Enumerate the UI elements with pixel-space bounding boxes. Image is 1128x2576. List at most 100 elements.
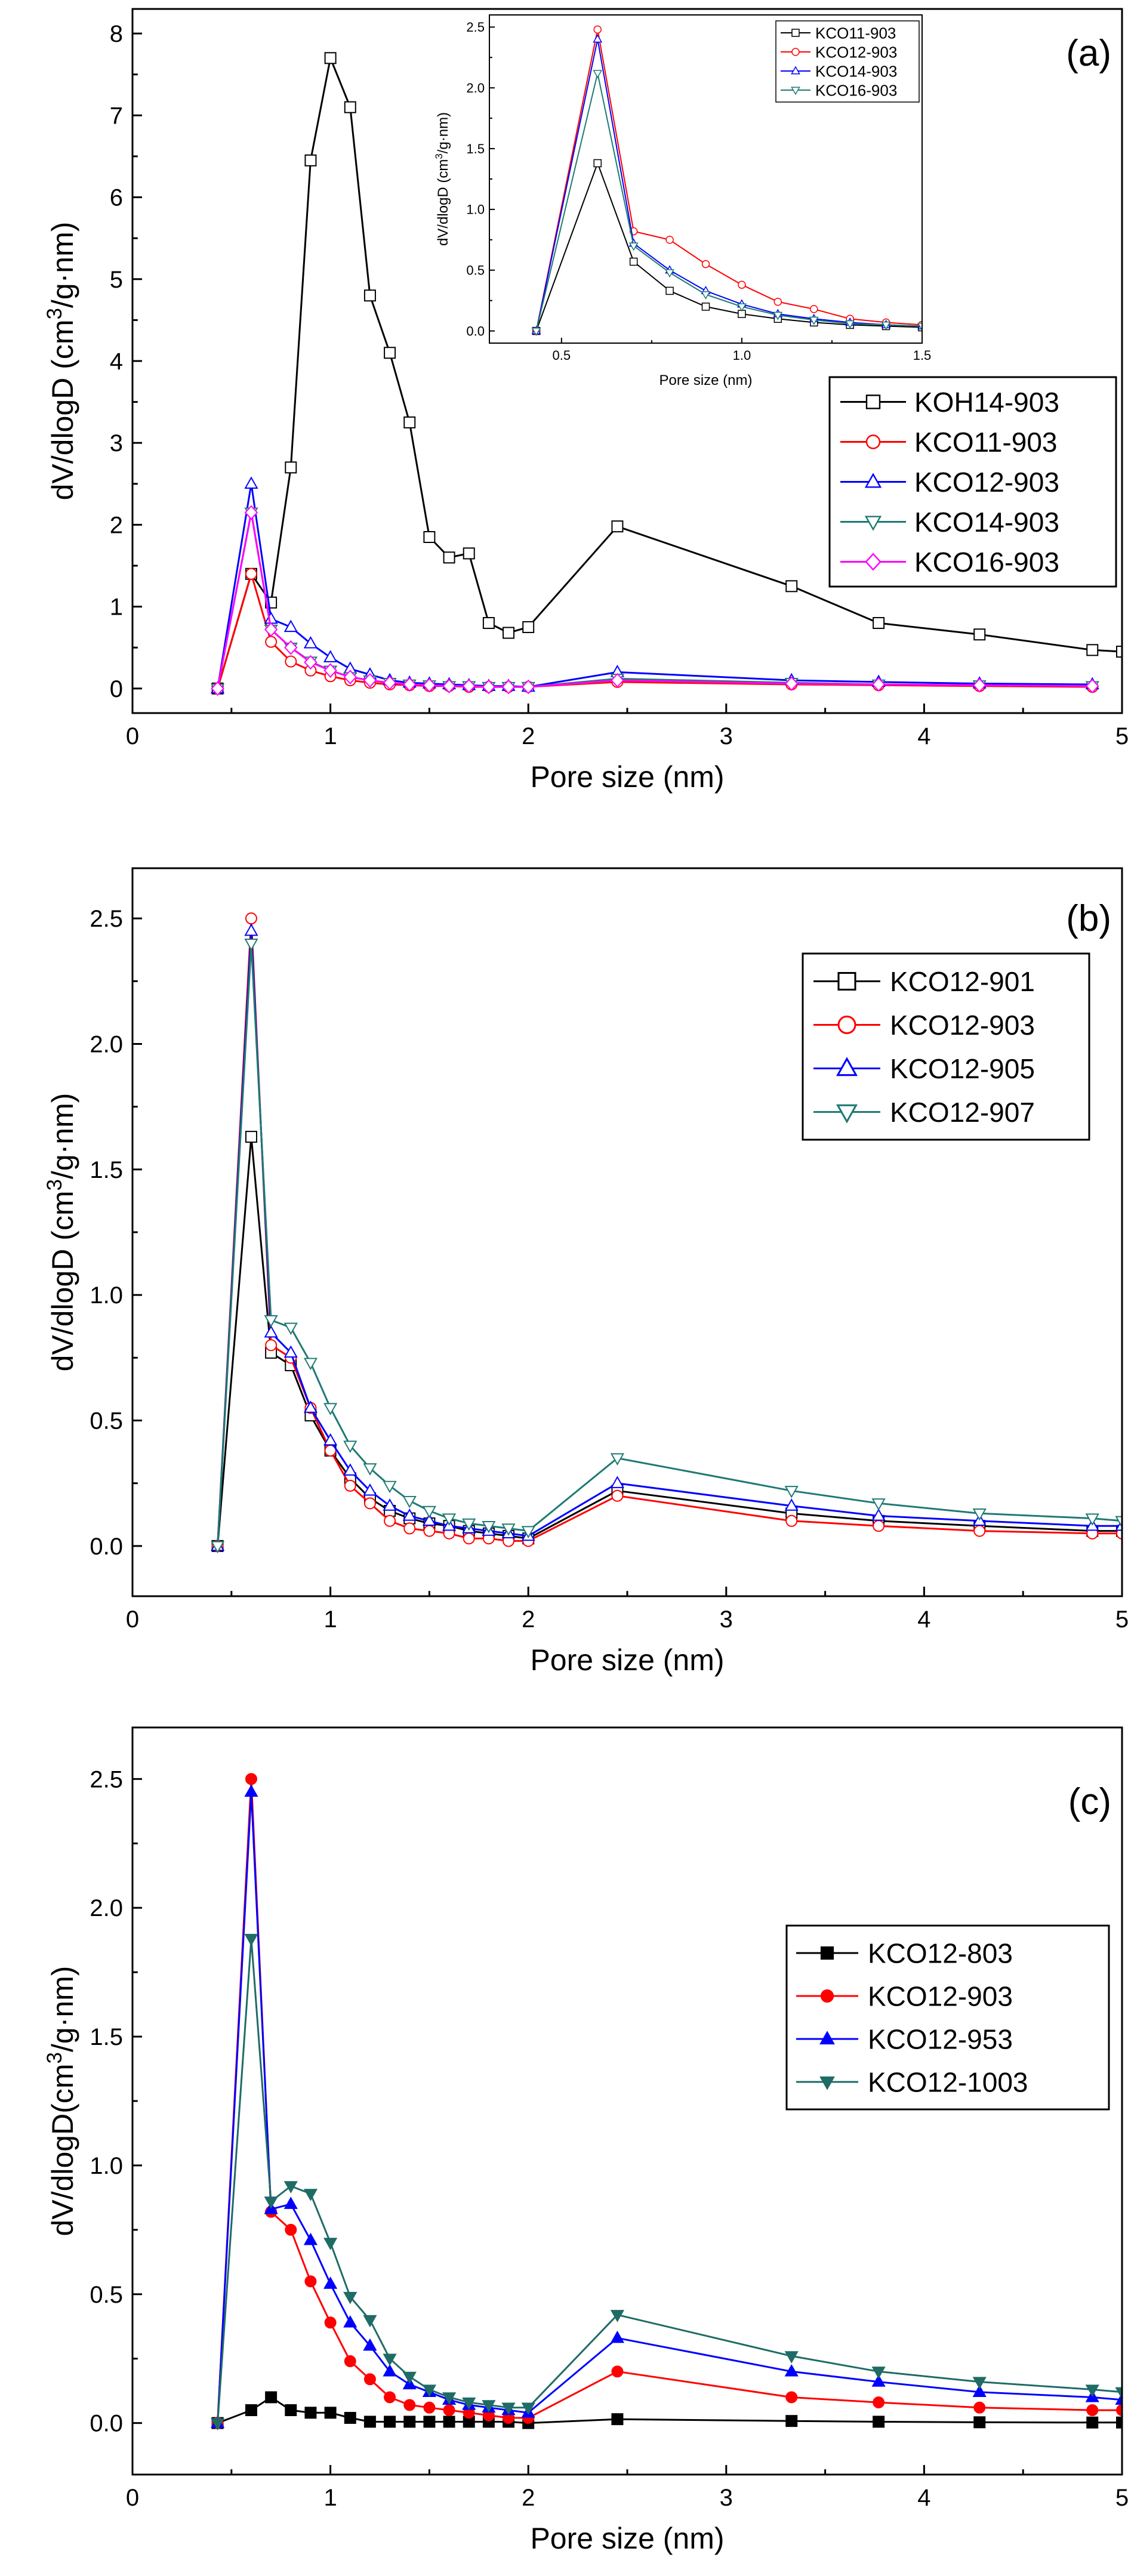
panel-b-series-4-point <box>422 1506 436 1519</box>
panel-c-series-3-point <box>283 2196 298 2209</box>
panel-a-legend-label-1: KOH14-903 <box>914 387 1059 418</box>
panel-a-series-1-point <box>304 154 317 166</box>
panel-a-series-5-point <box>482 679 496 695</box>
panel-a-inset-legend-marker-4 <box>791 87 800 95</box>
panel-c-y-tick-label: 0.5 <box>90 2282 123 2308</box>
panel-c-series-4-point <box>264 2196 278 2209</box>
panel-b-legend-label-2: KCO12-903 <box>890 1010 1035 1041</box>
panel-c-series-1-point <box>245 2404 257 2417</box>
panel-b-series-2-point <box>611 1489 624 1502</box>
panel-a-y-tick-label: 3 <box>110 430 123 456</box>
panel-c-series-3-point <box>383 2364 397 2377</box>
panel-c-panel-label: (c) <box>1068 1781 1111 1822</box>
panel-c-y-tick-label: 1.5 <box>90 2024 123 2050</box>
panel-b-series-4-point <box>264 1315 278 1328</box>
panel-b-x-tick-label: 5 <box>1115 1606 1128 1633</box>
panel-a-inset-series-4-point <box>881 321 891 330</box>
panel-c-series-2-point <box>344 2355 356 2368</box>
panel-c-series-2-point <box>384 2391 396 2404</box>
panel-a-inset-series-2-point <box>593 25 602 34</box>
panel-c-series-1-point <box>785 2415 798 2427</box>
panel-a-series-1-point <box>873 617 885 630</box>
panel-a-series-group <box>210 52 1122 696</box>
panel-c-x-tick-label: 1 <box>323 2485 337 2511</box>
panel-a-series-3-point <box>303 636 318 649</box>
panel-a-panel-label: (a) <box>1066 33 1111 74</box>
panel-a-inset-series-2-point <box>665 236 674 244</box>
panel-c-series-3-point <box>323 2276 338 2289</box>
panel-c-series-3-point <box>972 2384 987 2398</box>
panel-c-series-1-point <box>1086 2416 1099 2429</box>
panel-b-series-4-point <box>521 1526 535 1538</box>
panel-b-series-4-point <box>610 1453 625 1466</box>
panel-b-series-2-point <box>973 1525 986 1537</box>
panel-a-series-5-point <box>211 681 224 696</box>
panel-a-inset-y-tick-label: 0.5 <box>466 263 485 277</box>
panel-b-series-4-point <box>871 1498 886 1511</box>
panel-c-legend-box <box>785 1924 1110 2111</box>
panel-c-series-1-point <box>973 2416 986 2429</box>
panel-a-inset-series-4-point <box>773 311 783 320</box>
panel-b-frame <box>131 867 1123 1597</box>
panel-b-series-line-4 <box>217 942 1122 1546</box>
panel-a-series-5-point <box>264 622 278 637</box>
panel-a-series-1-point <box>423 531 436 543</box>
panel-b-series-4-point <box>283 1322 298 1335</box>
panel-c-legend-label-4: KCO12-1003 <box>868 2067 1028 2098</box>
panel-b-series-2-point <box>873 1520 885 1532</box>
panel-a-inset-legend-label-2: KCO12-903 <box>815 43 897 61</box>
panel-c-plot: 0 1 2 3 4 5 0.0 0.5 1.0 1.5 2.0 2.5 Pore size (nm) dV… <box>43 1726 1128 2555</box>
panel-a-x-tick-label: 2 <box>522 723 535 749</box>
panel-b-series-4-point <box>323 1403 338 1415</box>
panel-a-series-1-point <box>344 101 356 113</box>
panel-c-series-3-point <box>1115 2392 1122 2405</box>
panel-a-series-5-point <box>423 678 436 693</box>
panel-b-legend: KCO12-901 KCO12-903 KCO12-905 KCO12-907 <box>802 952 1090 1141</box>
panel-b-series-3-point <box>871 1508 886 1521</box>
panel-a-inset-y-tick-label: 2.0 <box>466 81 485 95</box>
panel-c-series-4-point <box>283 2181 298 2194</box>
panel-b-legend-label-3: KCO12-905 <box>890 1053 1035 1084</box>
panel-c-series-1-point <box>304 2407 317 2419</box>
panel-c-series-2-point <box>403 2399 416 2411</box>
panel-a-series-3-point <box>283 619 298 633</box>
panel-a-series-5-point <box>1086 678 1099 693</box>
panel-a-x-tick-label: 3 <box>720 723 733 749</box>
panel-a-inset-series-2-point <box>810 305 818 313</box>
panel-a-legend: KOH14-903 KCO11-903 KCO12-903 KCO14-903 KCO1… <box>828 376 1117 588</box>
panel-c-series-1-point <box>384 2415 396 2428</box>
panel-c-series-4-point <box>383 2353 397 2367</box>
panel-b-series-3-point <box>383 1498 397 1511</box>
panel-b-series-4-point <box>972 1508 987 1521</box>
panel-a-inset-series-4-point <box>593 70 603 79</box>
panel-b-series-3-point <box>402 1508 417 1521</box>
panel-a-y-tick-label: 0 <box>110 676 123 702</box>
panel-b-legend-label-1: KCO12-901 <box>890 966 1035 997</box>
panel-a-series-5-point <box>363 672 377 688</box>
panel-c-legend: KCO12-803 KCO12-903 KCO12-953 KCO12-1003 <box>785 1924 1110 2111</box>
panel-c-series-3-point <box>871 2374 886 2387</box>
panel-a-series-5-point <box>611 672 624 688</box>
panel-a-y-tick-label: 1 <box>110 594 123 621</box>
panel-c-series-1-point <box>611 2413 624 2426</box>
panel-b-series-3-point <box>784 1498 799 1511</box>
panel-a-inset-legend-marker-2 <box>791 48 800 56</box>
panel-b-series-4-point <box>343 1440 357 1453</box>
panel-a-inset-y-tick-label: 1.0 <box>466 202 485 217</box>
panel-a-inset-y-tick-label: 1.5 <box>466 141 485 156</box>
panel-c-series-2-point <box>423 2401 436 2414</box>
panel-a-legend-marker-5 <box>865 553 882 571</box>
panel-c-series-4-point <box>521 2402 535 2415</box>
panel-b-series-line-1 <box>217 1136 1122 1547</box>
panel-a-inset-x-axis-title: Pore size (nm) <box>659 372 752 388</box>
panel-a-series-2-point <box>265 635 278 648</box>
panel-b-series-4-point <box>303 1358 318 1371</box>
panel-c-series-line-1 <box>217 2396 1122 2424</box>
panel-a-inset-series-4-point <box>809 316 819 325</box>
panel-b-y-tick-label: 0.5 <box>90 1408 123 1434</box>
panel-c-series-3-point <box>363 2338 377 2351</box>
panel-a-inset-y-axis-title: dV/dlogD (cm3/g·nm) <box>433 112 452 246</box>
panel-a-series-5-point <box>784 676 799 691</box>
panel-a-y-axis-title: dV/dlogD (cm3/g·nm) <box>43 222 80 501</box>
